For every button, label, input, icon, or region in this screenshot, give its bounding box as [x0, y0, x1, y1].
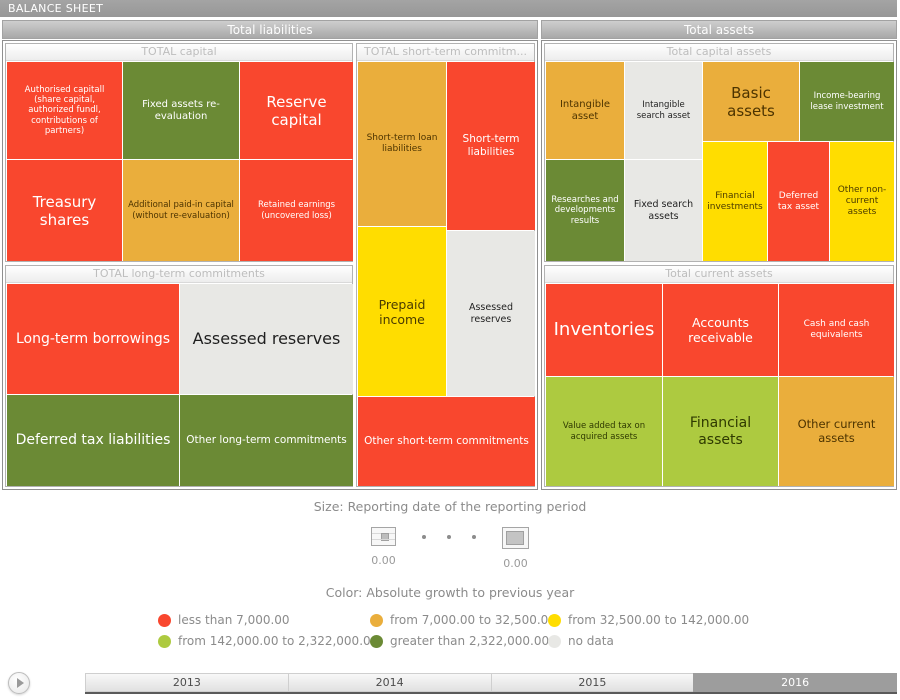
cell-prepaid-income[interactable]: Prepaid income [358, 227, 446, 396]
size-scale-min: 0.00 [371, 527, 396, 567]
red-swatch-icon [158, 613, 171, 627]
group-header-total-capital-assets: Total capital assets [545, 44, 893, 61]
cell-authorised-capital[interactable]: Authorised capitall (share capital, auth… [7, 62, 122, 159]
cell-deferred-tax-liabilities[interactable]: Deferred tax liabilities [7, 395, 179, 486]
cell-fixed-search-assets[interactable]: Fixed search assets [625, 160, 702, 261]
cell-reserve-capital[interactable]: Reserve capital [240, 62, 353, 159]
cell-accounts-receivable[interactable]: Accounts receivable [663, 284, 778, 376]
cell-short-term-loan-liabilities[interactable]: Short-term loan liabilities [358, 62, 446, 226]
legend-label: less than 7,000.00 [178, 613, 290, 627]
cell-other-non-current-assets[interactable]: Other non-current assets [830, 142, 894, 261]
cell-assessed-reserves-shortterm[interactable]: Assessed reserves [447, 231, 535, 396]
panel-body-total-assets: Total capital assets Intangible asset In… [541, 40, 897, 490]
group-header-short-term-commitments: TOTAL short-term commitm... [357, 44, 534, 61]
legend-item-dark-green: greater than 2,322,000.00 [370, 634, 550, 648]
cell-deferred-tax-asset[interactable]: Deferred tax asset [768, 142, 829, 261]
cell-other-long-term-commitments[interactable]: Other long-term commitments [180, 395, 353, 486]
panel-total-liabilities: Total liabilities TOTAL capital Authoris… [2, 20, 538, 490]
cell-financial-assets[interactable]: Financial assets [663, 377, 778, 486]
timeline-year-2014[interactable]: 2014 [287, 673, 491, 692]
legend-label: from 7,000.00 to 32,500.00 [390, 613, 556, 627]
large-treemap-icon [502, 527, 529, 549]
panel-header-total-liabilities: Total liabilities [2, 20, 538, 39]
panel-body-total-liabilities: TOTAL capital Authorised capitall (share… [2, 40, 538, 490]
timeline-years: 2013 2014 2015 2016 [85, 673, 897, 694]
orange-swatch-icon [370, 613, 383, 627]
cell-short-term-liabilities[interactable]: Short-term liabilities [447, 62, 535, 230]
cell-cash-and-cash-equivalents[interactable]: Cash and cash equivalents [779, 284, 894, 376]
cell-additional-paid-in-capital[interactable]: Additional paid-in capital (without re-e… [123, 160, 239, 261]
cell-retained-earnings[interactable]: Retained earnings (uncovered loss) [240, 160, 353, 261]
group-total-capital: TOTAL capital Authorised capitall (share… [5, 43, 353, 262]
play-button[interactable] [8, 672, 30, 694]
cell-intangible-search-asset[interactable]: Intangible search asset [625, 62, 702, 159]
legend-item-light-green: from 142,000.00 to 2,322,000.00 [158, 634, 378, 648]
timeline-year-2013[interactable]: 2013 [85, 673, 288, 692]
timeline: 2013 2014 2015 2016 [0, 670, 900, 698]
cell-researches-developments-results[interactable]: Researches and developments results [546, 160, 624, 261]
group-total-short-term-commitments: TOTAL short-term commitm... Short-term l… [356, 43, 535, 487]
timeline-year-2016[interactable]: 2016 [693, 673, 897, 692]
legend-item-yellow: from 32,500.00 to 142,000.00 [548, 613, 778, 627]
legend-label: no data [568, 634, 614, 648]
legend-item-no-data: no data [548, 634, 778, 648]
panel-header-total-assets: Total assets [541, 20, 897, 39]
size-max-value: 0.00 [503, 557, 528, 570]
cell-basic-assets[interactable]: Basic assets [703, 62, 799, 141]
cell-assessed-reserves-longterm[interactable]: Assessed reserves [180, 284, 353, 394]
dark-green-swatch-icon [370, 634, 383, 648]
group-total-capital-assets: Total capital assets Intangible asset In… [544, 43, 894, 262]
group-header-total-current-assets: Total current assets [545, 266, 893, 283]
legend-label: from 142,000.00 to 2,322,000.00 [178, 634, 379, 648]
group-total-long-term-commitments: TOTAL long-term commitments Long-term bo… [5, 265, 353, 487]
dot-icon [447, 535, 451, 539]
size-min-value: 0.00 [371, 554, 396, 567]
group-header-total-capital: TOTAL capital [6, 44, 352, 61]
legend-label: greater than 2,322,000.00 [390, 634, 550, 648]
size-scale: 0.00 0.00 [0, 527, 900, 570]
small-treemap-icon [371, 527, 396, 546]
cell-inventories[interactable]: Inventories [546, 284, 662, 376]
no-data-swatch-icon [548, 634, 561, 648]
group-total-current-assets: Total current assets Inventories Account… [544, 265, 894, 487]
cell-other-current-assets[interactable]: Other current assets [779, 377, 894, 486]
color-legend-title: Color: Absolute growth to previous year [325, 585, 575, 600]
panel-total-assets: Total assets Total capital assets Intang… [541, 20, 897, 490]
timeline-year-2015[interactable]: 2015 [490, 673, 694, 692]
cell-income-bearing-lease-investment[interactable]: Income-bearing lease investment [800, 62, 894, 141]
size-legend-title: Size: Reporting date of the reporting pe… [313, 499, 587, 514]
cell-intangible-asset[interactable]: Intangible asset [546, 62, 624, 159]
size-scale-max: 0.00 [502, 527, 529, 570]
dot-icon [422, 535, 426, 539]
legend-label: from 32,500.00 to 142,000.00 [568, 613, 750, 627]
light-green-swatch-icon [158, 634, 171, 648]
cell-treasury-shares[interactable]: Treasury shares [7, 160, 122, 261]
dot-icon [472, 535, 476, 539]
legend-item-orange: from 7,000.00 to 32,500.00 [370, 613, 556, 627]
group-header-long-term-commitments: TOTAL long-term commitments [6, 266, 352, 283]
cell-value-added-tax[interactable]: Value added tax on acquired assets [546, 377, 662, 486]
play-icon [16, 678, 24, 688]
legend-item-red: less than 7,000.00 [158, 613, 370, 627]
cell-long-term-borrowings[interactable]: Long-term borrowings [7, 284, 179, 394]
yellow-swatch-icon [548, 613, 561, 627]
window-title: BALANCE SHEET [0, 0, 897, 17]
color-legend: less than 7,000.00 from 7,000.00 to 32,5… [158, 613, 778, 648]
scale-dots [422, 527, 476, 539]
cell-other-short-term-commitments[interactable]: Other short-term commitments [358, 397, 535, 486]
cell-fixed-assets-re-evaluation[interactable]: Fixed assets re-evaluation [123, 62, 239, 159]
cell-financial-investments[interactable]: Financial investments [703, 142, 767, 261]
